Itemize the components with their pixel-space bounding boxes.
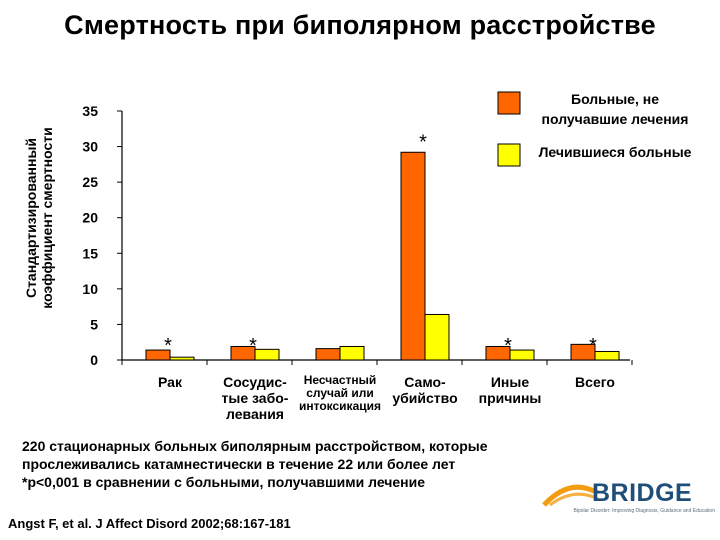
category-label: Сосудис- [223, 374, 287, 390]
legend-label: получавшие лечения [542, 111, 689, 127]
bar [400, 151, 426, 361]
y-tick-label: 5 [90, 316, 98, 332]
y-tick-label: 10 [82, 281, 98, 297]
note-line: *p<0,001 в сравнении с больными, получав… [22, 474, 426, 490]
bar [424, 313, 450, 361]
bar [339, 345, 365, 361]
page-title: Смертность при биполярном расстройстве [64, 10, 656, 40]
significance-marker: * [419, 131, 427, 153]
category-label: Всего [575, 374, 615, 390]
legend-label: Больные, не [571, 91, 659, 107]
bar [594, 350, 620, 361]
bar [254, 348, 280, 361]
logo-wordmark: BRIDGE [592, 479, 693, 507]
category-label: Само- [404, 374, 446, 390]
legend-label: Лечившиеся больные [539, 144, 692, 160]
significance-marker: * [164, 335, 172, 357]
y-tick-label: 35 [82, 103, 98, 119]
bar [509, 349, 535, 361]
study-note: 220 стационарных больных биполярным расс… [22, 437, 602, 491]
y-axis-label: коэффициент смертности [39, 127, 55, 308]
y-axis-label: Стандартизированный [23, 138, 39, 298]
mortality-bar-chart: 0 5 10 15 20 25 30 35 Стандартизированный коэффиц… [23, 91, 692, 422]
category-label: интоксикация [299, 399, 381, 413]
category-label: случай или [306, 386, 374, 400]
legend-swatch [497, 91, 521, 115]
bridge-arc-icon [542, 484, 600, 507]
citation: Angst F, et al. J Affect Disord 2002;68:… [8, 516, 291, 531]
significance-marker: * [504, 335, 512, 357]
bridge-logo: BRIDGE Bipolar Disorder: Improving Diagn… [540, 475, 715, 535]
category-label: тые забо- [222, 390, 289, 406]
note-line: 220 стационарных больных биполярным расс… [22, 438, 488, 454]
bar [315, 348, 341, 361]
y-tick-label: 0 [90, 352, 98, 368]
significance-marker: * [589, 335, 597, 357]
y-tick-label: 15 [82, 245, 98, 261]
category-label: Рак [158, 374, 183, 390]
y-tick-label: 25 [82, 174, 98, 190]
logo-tagline: Bipolar Disorder: Improving Diagnosis, G… [573, 508, 715, 514]
legend-swatch [497, 143, 521, 167]
category-label: Несчастный [304, 373, 377, 387]
note-line: прослеживались катамнестически в течение… [22, 456, 456, 472]
category-label: Иные [491, 374, 529, 390]
y-tick-label: 20 [82, 210, 98, 226]
bar [169, 356, 195, 361]
category-label: левания [226, 406, 284, 422]
category-label: убийство [392, 390, 457, 406]
significance-marker: * [249, 335, 257, 357]
category-label: причины [479, 390, 542, 406]
y-tick-label: 30 [82, 139, 98, 155]
bar [145, 349, 171, 361]
